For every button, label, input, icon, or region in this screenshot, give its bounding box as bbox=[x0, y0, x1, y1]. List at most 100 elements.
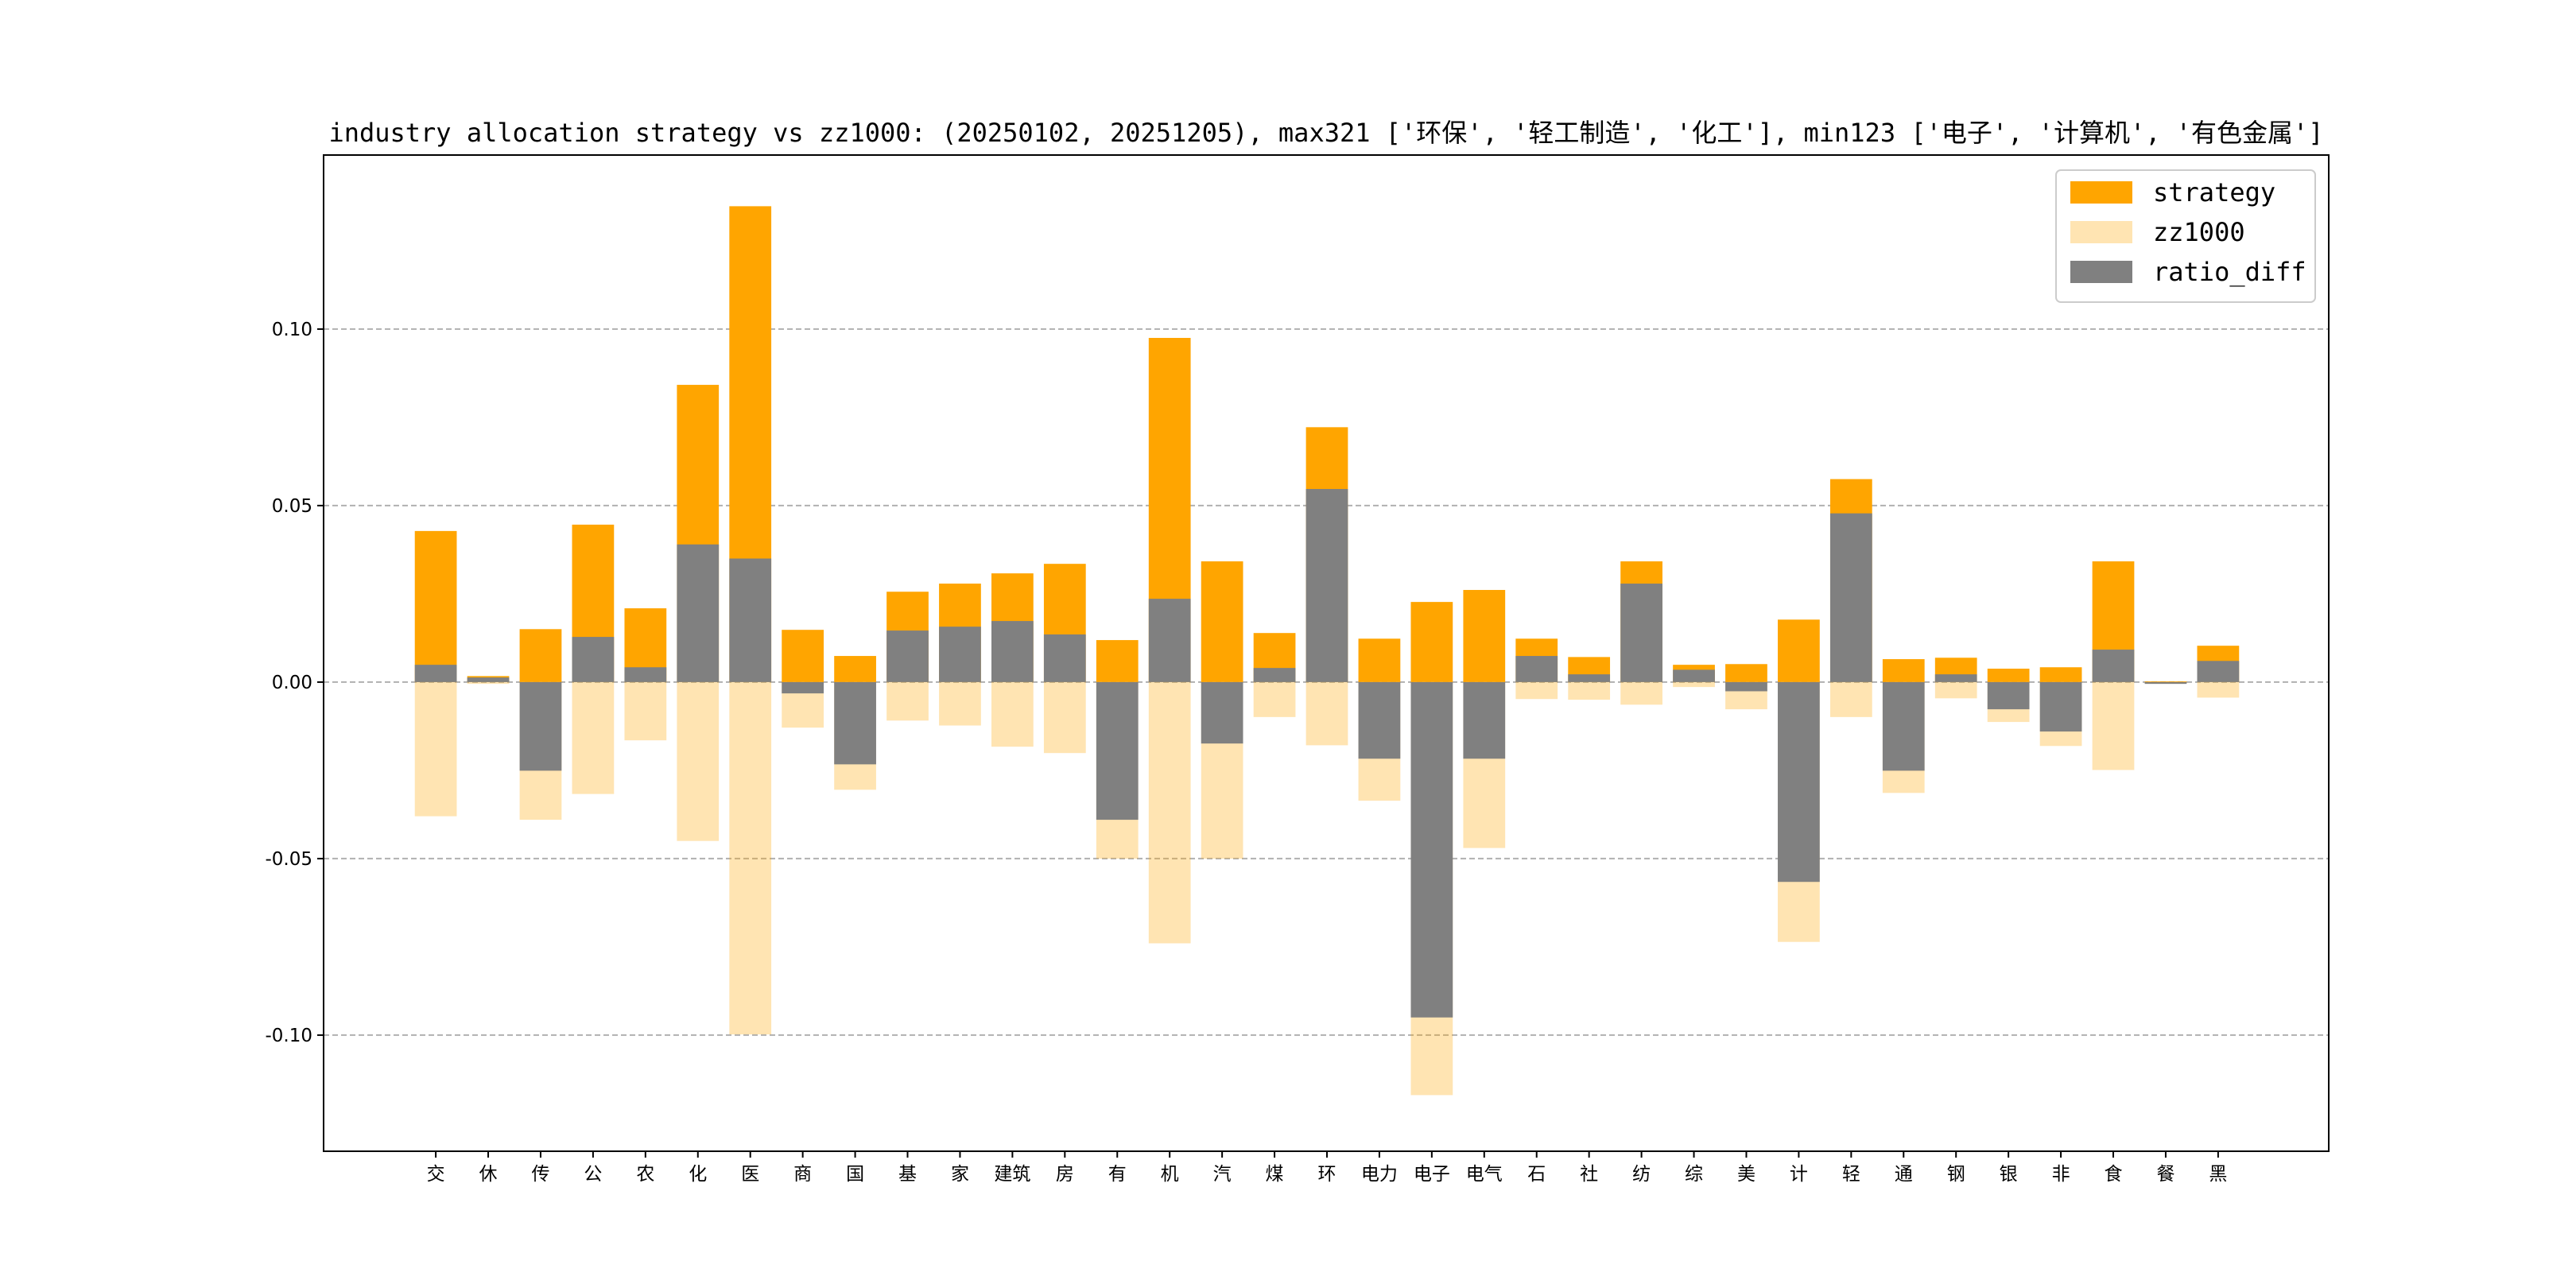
x-tick-label: 有 bbox=[1108, 1164, 1127, 1185]
x-tick-label: 石 bbox=[1527, 1164, 1546, 1185]
bar-zz1000 bbox=[1043, 681, 1086, 754]
bar-ratio_diff bbox=[1201, 681, 1243, 744]
y-tick-label: -0.10 bbox=[265, 1026, 312, 1046]
bar-ratio_diff bbox=[414, 665, 457, 682]
bar-zz1000 bbox=[886, 681, 929, 721]
legend-label-ratio_diff: ratio_diff bbox=[2153, 257, 2306, 287]
x-tick-label: 医 bbox=[741, 1164, 759, 1185]
legend-swatch-zz1000 bbox=[2070, 221, 2132, 243]
x-tick-label: 黑 bbox=[2209, 1164, 2227, 1185]
bar-ratio_diff bbox=[1515, 656, 1558, 682]
x-tick-label: 化 bbox=[689, 1164, 707, 1185]
bar-strategy bbox=[1463, 590, 1506, 682]
bar-ratio_diff bbox=[519, 681, 562, 771]
bar-strategy bbox=[1358, 638, 1401, 682]
bar-strategy bbox=[1725, 664, 1767, 682]
bar-ratio_diff bbox=[991, 621, 1034, 682]
x-tick-label: 国 bbox=[846, 1164, 864, 1185]
bar-ratio_diff bbox=[2039, 681, 2082, 732]
x-tick-label: 商 bbox=[793, 1164, 812, 1185]
bar-ratio_diff bbox=[1305, 489, 1348, 682]
legend-label-strategy: strategy bbox=[2153, 177, 2275, 208]
bar-ratio_diff bbox=[729, 558, 772, 682]
bar-zz1000 bbox=[414, 681, 457, 817]
bar-ratio_diff bbox=[1043, 634, 1086, 682]
bar-ratio_diff bbox=[1096, 681, 1139, 821]
x-tick-label: 汽 bbox=[1213, 1164, 1232, 1185]
bar-ratio_diff bbox=[1987, 681, 2030, 710]
bar-strategy bbox=[1096, 640, 1139, 682]
bar-strategy bbox=[1778, 619, 1820, 682]
bar-strategy bbox=[414, 530, 457, 682]
y-tick-label: 0.10 bbox=[272, 320, 312, 340]
bar-ratio_diff bbox=[1882, 681, 1925, 771]
bar-ratio_diff bbox=[1778, 681, 1820, 883]
bar-zz1000 bbox=[2092, 681, 2135, 770]
bar-zz1000 bbox=[991, 681, 1034, 747]
x-tick-label: 纺 bbox=[1632, 1164, 1651, 1185]
bar-zz1000 bbox=[729, 681, 772, 1035]
x-tick-label: 房 bbox=[1056, 1164, 1074, 1185]
x-tick-label: 建筑 bbox=[994, 1164, 1030, 1185]
bar-zz1000 bbox=[1673, 681, 1715, 688]
bar-zz1000 bbox=[677, 681, 720, 841]
x-tick-label: 社 bbox=[1580, 1164, 1598, 1185]
x-tick-label: 综 bbox=[1685, 1164, 1703, 1185]
x-tick-label: 电力 bbox=[1361, 1164, 1398, 1185]
bar-zz1000 bbox=[1934, 681, 1977, 699]
bar-ratio_diff bbox=[1673, 669, 1715, 682]
x-tick-label: 美 bbox=[1737, 1164, 1755, 1185]
x-tick-label: 电子 bbox=[1414, 1164, 1450, 1185]
bar-ratio_diff bbox=[1934, 674, 1977, 682]
bar-ratio_diff bbox=[1620, 584, 1662, 682]
x-tick-label: 非 bbox=[2052, 1164, 2070, 1185]
bar-ratio_diff bbox=[939, 627, 981, 682]
legend-swatch-ratio_diff bbox=[2070, 261, 2132, 283]
x-tick-label: 农 bbox=[636, 1164, 654, 1185]
bar-zz1000 bbox=[624, 681, 667, 741]
bar-zz1000 bbox=[1515, 681, 1558, 700]
x-tick-label: 休 bbox=[479, 1164, 498, 1185]
bar-ratio_diff bbox=[2144, 681, 2187, 685]
y-tick-label: 0.00 bbox=[272, 673, 312, 693]
x-tick-label: 煤 bbox=[1266, 1164, 1284, 1185]
bar-ratio_diff bbox=[1829, 513, 1872, 682]
bar-zz1000 bbox=[1148, 681, 1191, 944]
bar-zz1000 bbox=[572, 681, 615, 794]
bar-ratio_diff bbox=[886, 630, 929, 682]
bar-ratio_diff bbox=[624, 667, 667, 682]
bar-ratio_diff bbox=[1410, 681, 1453, 1018]
x-tick-label: 电气 bbox=[1466, 1164, 1503, 1185]
x-tick-label: 环 bbox=[1317, 1164, 1336, 1185]
x-tick-label: 家 bbox=[951, 1164, 969, 1185]
bar-zz1000 bbox=[467, 681, 510, 685]
y-tick-label: -0.05 bbox=[265, 849, 312, 870]
legend: strategy zz1000 ratio_diff bbox=[2055, 169, 2316, 303]
y-tick-label: 0.05 bbox=[272, 496, 312, 517]
x-tick-label: 传 bbox=[531, 1164, 549, 1185]
bar-ratio_diff bbox=[1463, 681, 1506, 759]
x-tick-label: 机 bbox=[1161, 1164, 1179, 1185]
x-tick-label: 餐 bbox=[2156, 1164, 2174, 1185]
bar-strategy bbox=[1201, 561, 1243, 682]
bar-strategy bbox=[1987, 669, 2030, 682]
bar-zz1000 bbox=[1829, 681, 1872, 717]
bar-ratio_diff bbox=[782, 681, 824, 694]
bar-zz1000 bbox=[2197, 681, 2240, 698]
bar-strategy bbox=[2039, 667, 2082, 682]
x-axis: 交 休 传 公 农 化 医 商 国 基 家 建筑 房 有 机 汽 煤 环 电力 电子 电气 石 社 纺 综 美 计 轻 通 钢 银 非 食 餐 黑 bbox=[427, 1151, 2227, 1185]
bar-ratio_diff bbox=[467, 677, 510, 682]
bar-zz1000 bbox=[1568, 681, 1611, 700]
bar-strategy bbox=[1410, 602, 1453, 682]
legend-label-zz1000: zz1000 bbox=[2153, 217, 2245, 247]
y-axis: -0.10 -0.05 0.00 0.05 0.10 bbox=[265, 320, 324, 1046]
x-tick-label: 轻 bbox=[1842, 1164, 1860, 1185]
bar-ratio_diff bbox=[1568, 674, 1611, 682]
bar-ratio_diff bbox=[1253, 668, 1296, 682]
bar-ratio_diff bbox=[677, 544, 720, 682]
x-tick-label: 食 bbox=[2105, 1164, 2123, 1185]
bar-strategy bbox=[834, 656, 876, 682]
bar-strategy bbox=[519, 629, 562, 682]
x-tick-label: 基 bbox=[898, 1164, 917, 1185]
